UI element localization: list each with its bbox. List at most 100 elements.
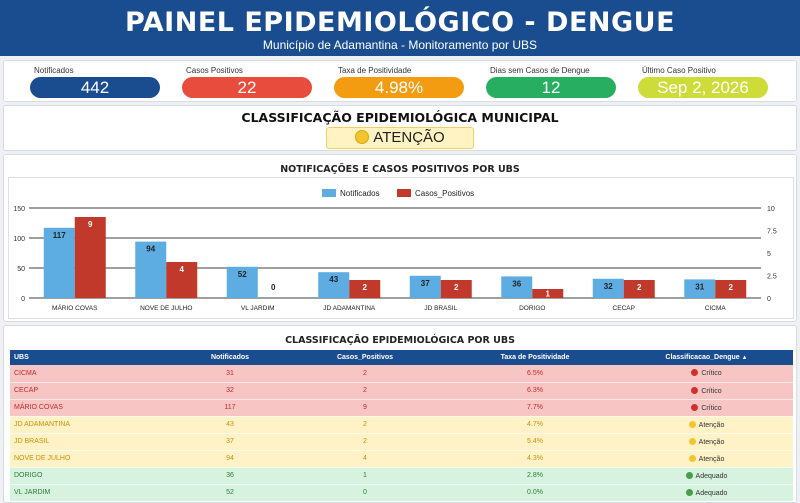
dashboard-header: PAINEL EPIDEMIOLÓGICO - DENGUE Município… — [0, 0, 800, 56]
kpi-notificados: Notificados 442 — [30, 65, 160, 101]
classification-panel: CLASSIFICAÇÃO EPIDEMIOLÓGICA MUNICIPAL A… — [3, 105, 797, 151]
data-label-casos-positivos: 2 — [637, 283, 642, 292]
left-axis-tick: 0 — [21, 296, 25, 303]
page-subtitle: Município de Adamantina - Monitoramento … — [262, 38, 538, 52]
data-label-casos-positivos: 2 — [454, 283, 459, 292]
kpi-value: Sep 2, 2026 — [638, 77, 768, 98]
status-label: Crítico — [701, 404, 722, 412]
cell-taxa: 6.3% — [450, 382, 620, 400]
category-label: VL JARDIM — [241, 305, 275, 312]
legend-label-casos-positivos: Casos_Positivos — [415, 189, 474, 198]
status-label: Crítico — [701, 387, 722, 395]
table-row[interactable]: CECAP 32 2 6.3% Crítico — [10, 382, 793, 400]
cell-positivos: 2 — [280, 416, 450, 434]
status-label: Adequado — [695, 489, 728, 497]
bar-notificados — [501, 276, 533, 298]
cell-ubs: JD BRASIL — [10, 433, 180, 451]
kpi-label: Casos Positivos — [186, 66, 243, 75]
category-label: JD ADAMANTINA — [323, 305, 376, 312]
cell-ubs: NOVE DE JULHO — [10, 450, 180, 468]
yellow-circle-icon — [355, 130, 370, 144]
cell-taxa: 7.7% — [450, 399, 620, 417]
status-dot-icon — [688, 420, 696, 428]
classification-title: CLASSIFICAÇÃO EPIDEMIOLÓGICA MUNICIPAL — [241, 110, 559, 125]
cell-ubs: MÁRIO COVAS — [10, 399, 180, 417]
cell-taxa: 4.3% — [450, 450, 620, 468]
cell-ubs: VL JARDIM — [10, 484, 180, 502]
right-axis-tick: 5 — [767, 251, 771, 258]
cell-positivos: 2 — [280, 382, 450, 400]
kpi-value: 4.98% — [334, 77, 464, 98]
data-label-notificados: 31 — [695, 282, 704, 291]
bar-notificados — [409, 275, 441, 298]
bar-casos-positivos — [440, 280, 472, 298]
table-panel: CLASSIFICAÇÃO EPIDEMIOLÓGICA POR UBS UBS… — [3, 325, 797, 503]
bar-notificados — [684, 279, 716, 298]
data-label-notificados: 37 — [421, 279, 430, 288]
cell-notificados: 31 — [180, 365, 280, 383]
column-header-casos-positivos[interactable]: Casos_Positivos — [280, 350, 450, 365]
category-label: JD BRASIL — [424, 305, 457, 312]
status-dot-icon — [688, 454, 696, 462]
legend-swatch-casos-positivos — [397, 189, 411, 197]
left-axis-tick: 50 — [17, 266, 25, 273]
cell-classificacao: Adequado — [620, 484, 793, 502]
cell-notificados: 32 — [180, 382, 280, 400]
kpi-value: 442 — [30, 77, 160, 98]
kpi-casos-positivos: Casos Positivos 22 — [182, 65, 312, 101]
sort-ascending-icon[interactable]: ▲ — [741, 355, 748, 361]
table-row[interactable]: CICMA 31 2 6.5% Crítico — [10, 365, 793, 383]
cell-taxa: 2.8% — [450, 467, 620, 485]
table-row[interactable]: VL JARDIM 52 0 0.0% Adequado — [10, 484, 793, 502]
cell-taxa: 0.0% — [450, 484, 620, 502]
data-label-casos-positivos: 0 — [271, 283, 276, 292]
column-header-label: Classificacao_Dengue — [665, 354, 740, 361]
cell-notificados: 37 — [180, 433, 280, 451]
cell-classificacao: Atenção — [620, 450, 793, 468]
data-label-casos-positivos: 2 — [729, 283, 734, 292]
category-label: MÁRIO COVAS — [52, 303, 98, 312]
kpi-label: Último Caso Positivo — [642, 66, 716, 75]
column-header-ubs[interactable]: UBS — [10, 350, 180, 365]
right-axis-tick: 2.5 — [767, 274, 777, 281]
cell-taxa: 6.5% — [450, 365, 620, 383]
cell-positivos: 2 — [280, 433, 450, 451]
cell-classificacao: Crítico — [620, 399, 793, 417]
column-header-notificados[interactable]: Notificados — [180, 350, 280, 365]
bar-casos-positivos — [166, 262, 198, 298]
data-label-notificados: 32 — [604, 282, 613, 291]
status-label: Crítico — [701, 370, 722, 378]
cell-notificados: 94 — [180, 450, 280, 468]
status-dot-icon — [691, 403, 699, 411]
column-header-taxa[interactable]: Taxa de Positividade — [450, 350, 620, 365]
bar-casos-positivos — [715, 280, 747, 298]
category-label: CICMA — [705, 305, 727, 312]
cell-positivos: 4 — [280, 450, 450, 468]
table-row[interactable]: DORIGO 36 1 2.8% Adequado — [10, 467, 793, 485]
table-row[interactable]: MÁRIO COVAS 117 9 7.7% Crítico — [10, 399, 793, 417]
cell-taxa: 5.4% — [450, 433, 620, 451]
bar-casos-positivos — [349, 280, 381, 298]
data-label-notificados: 36 — [512, 279, 521, 288]
status-label: Atenção — [698, 455, 725, 463]
table-row[interactable]: NOVE DE JULHO 94 4 4.3% Atenção — [10, 450, 793, 468]
right-axis-tick: 7.5 — [767, 229, 777, 236]
table-row[interactable]: JD BRASIL 37 2 5.4% Atenção — [10, 433, 793, 451]
status-label: Atenção — [698, 421, 725, 429]
kpi-panel: Notificados 442 Casos Positivos 22 Taxa … — [3, 60, 797, 102]
classification-badge: ATENÇÃO — [326, 127, 474, 149]
data-label-casos-positivos: 2 — [363, 283, 368, 292]
kpi-value: 12 — [486, 77, 616, 98]
table-row[interactable]: JD ADAMANTINA 43 2 4.7% Atenção — [10, 416, 793, 434]
cell-positivos: 0 — [280, 484, 450, 502]
left-axis-tick: 100 — [13, 236, 25, 243]
cell-ubs: JD ADAMANTINA — [10, 416, 180, 434]
bar-notificados — [43, 227, 75, 298]
column-header-classificacao[interactable]: Classificacao_Dengue ▲ — [620, 350, 793, 365]
right-axis-tick: 10 — [767, 206, 775, 213]
chart-container: Notificados Casos_Positivos 0 50 100 150 0 2.5 5… — [8, 177, 794, 319]
cell-notificados: 43 — [180, 416, 280, 434]
classification-status: ATENÇÃO — [373, 129, 445, 146]
kpi-label: Taxa de Positividade — [338, 66, 412, 75]
cell-notificados: 117 — [180, 399, 280, 417]
